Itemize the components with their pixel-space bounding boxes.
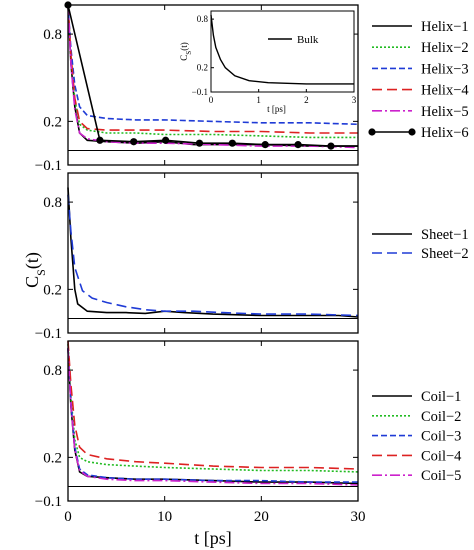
series-marker	[96, 136, 104, 144]
inset-x-axis-label: t [ps]	[267, 104, 286, 114]
series-line-top-6	[67, 4, 358, 147]
legend-label: Helix−2	[421, 40, 469, 56]
x-tick-label: 0	[64, 509, 72, 525]
x-tick-label: 10	[157, 509, 172, 525]
series-marker	[195, 139, 204, 147]
series-line-top-3	[67, 4, 359, 126]
series-line-top-2	[67, 4, 358, 139]
series-line-top-4	[67, 4, 358, 134]
series-marker	[130, 138, 138, 146]
plot-frame	[67, 340, 359, 502]
x-tick-label: 30	[351, 509, 366, 525]
legend-label: Helix−1	[421, 19, 469, 35]
inset-x-tick-label: 1	[256, 95, 261, 105]
y-tick-label: −0.1	[35, 494, 62, 510]
inset-series-line	[210, 14, 354, 85]
series-marker	[228, 139, 236, 147]
y-tick-label: 0.2	[43, 282, 62, 298]
y-tick-label: −0.1	[35, 326, 62, 342]
legend-label: Coil−1	[421, 389, 461, 405]
inset-y-tick-label: −0.1	[192, 87, 208, 97]
series-marker	[261, 141, 269, 149]
series-line-bottom-3	[67, 348, 358, 483]
x-tick-label: 20	[254, 509, 269, 525]
legend-label: Helix−4	[421, 83, 469, 99]
inset-x-tick-label: 3	[352, 95, 357, 105]
legend-label: Sheet−2	[421, 246, 469, 262]
series-line-middle-2	[67, 194, 359, 317]
inset-x-tick-label: 0	[209, 95, 214, 105]
series-marker	[327, 142, 335, 150]
legend-label: Coil−4	[421, 448, 462, 464]
y-tick-label: 0.2	[43, 114, 62, 130]
legend-middle: Sheet−1 Sheet−2	[372, 227, 469, 262]
y-tick-label: 0.2	[43, 450, 62, 466]
inset-y-tick-label: 0.2	[197, 63, 208, 73]
x-axis-label: t [ps]	[194, 528, 232, 548]
legend-label: Sheet−1	[421, 227, 469, 243]
series-marker	[162, 136, 170, 144]
legend-label: Coil−2	[421, 409, 461, 425]
y-tick-label: 0.8	[43, 363, 62, 379]
inset-x-tick-label: 2	[304, 95, 309, 105]
legend-label: Coil−3	[421, 429, 461, 445]
inset-legend-label: Bulk	[297, 34, 319, 46]
y-axis-label: CS(t)	[22, 252, 48, 288]
chart-panel-middle: −0.1 0.2 0.8 Sheet−1 Sheet−2	[35, 172, 469, 342]
chart-panel-top: −0.10.20.8Helix−1Helix−2Helix−3Helix−4He…	[35, 1, 469, 174]
legend-marker	[408, 128, 416, 136]
inset-chart: Bulk −0.1 0.2 0.8 0 1 2 3 t [ps] CS(t)	[179, 10, 357, 114]
legend-marker	[368, 128, 376, 136]
inset-y-axis-label: CS(t)	[179, 42, 193, 60]
series-line-middle-1	[67, 187, 359, 318]
legend-label: Helix−6	[421, 125, 469, 141]
series-line-bottom-5	[67, 348, 359, 486]
y-tick-label: −0.1	[35, 158, 62, 174]
plot-frame	[67, 4, 359, 166]
chart-panel-bottom: −0.10.20.80 10 20 30Coil−1Coil−2Coil−3Coil−…	[35, 340, 462, 525]
legend-label: Helix−3	[421, 61, 469, 77]
series-line-top-5	[67, 4, 359, 149]
y-tick-label: 0.8	[43, 27, 62, 43]
inset-frame	[210, 10, 355, 93]
series-line-bottom-2	[67, 343, 359, 473]
legend-bottom: Coil−1 Coil−2 Coil−3 Coil−4 Coil−5	[372, 389, 462, 484]
series-line-bottom-4	[67, 340, 359, 470]
series-marker	[294, 141, 302, 149]
legend-label: Coil−5	[421, 468, 461, 484]
legend-top: Helix−1 Helix−2 Helix−3 Helix−4 Helix−5 Helix…	[368, 19, 469, 141]
inset-y-tick-label: 0.8	[197, 14, 209, 24]
plot-frame	[67, 172, 359, 334]
legend-label: Helix−5	[421, 104, 469, 120]
y-tick-label: 0.8	[43, 195, 62, 211]
series-line-bottom-1	[67, 348, 359, 485]
